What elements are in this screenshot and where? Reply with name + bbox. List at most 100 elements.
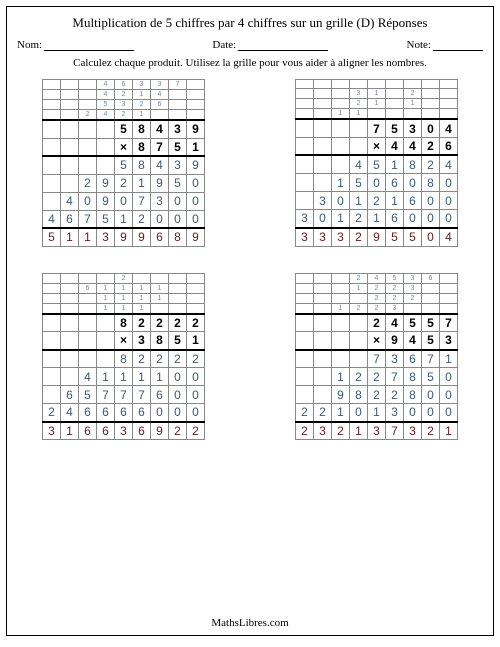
grid-cell [332, 283, 350, 293]
grid-cell [314, 303, 332, 314]
grid-cell: 6 [61, 386, 79, 404]
grid-cell: 8 [404, 368, 422, 386]
grid-cell: 4 [386, 314, 404, 332]
grid-cell: 2 [386, 283, 404, 293]
grid-cell: 1 [350, 109, 368, 120]
worksheet-page: Multiplication de 5 chiffres par 4 chiff… [6, 6, 494, 636]
grid-cell [169, 110, 187, 121]
grid-cell [43, 120, 61, 138]
grid-cell: 1 [350, 283, 368, 293]
grid-cell [332, 155, 350, 173]
grid-cell: 9 [151, 422, 169, 440]
grid-cell: 4 [404, 332, 422, 350]
grid-cell: 4 [440, 119, 458, 137]
grid-cell: 3 [169, 156, 187, 174]
grid-row: 5326 [43, 100, 205, 110]
grid-cell [169, 293, 187, 303]
grid-cell: 7 [151, 138, 169, 156]
grid-cell [440, 89, 458, 99]
grid-cell: 5 [422, 368, 440, 386]
grid-cell [350, 350, 368, 368]
grid-cell: 1 [151, 368, 169, 386]
grid-cell: 1 [332, 210, 350, 228]
date-field: Date: [212, 39, 328, 51]
grid-row: 30121600 [296, 192, 458, 210]
grid-cell: 4 [97, 80, 115, 90]
grid-cell: 0 [368, 173, 386, 191]
grid-cell [43, 293, 61, 303]
grid-cell: 2 [422, 422, 440, 440]
grid-cell: 4 [61, 404, 79, 422]
note-blank [433, 39, 483, 51]
grid-cell: 2 [350, 273, 368, 283]
grid-cell: 9 [133, 228, 151, 246]
page-title: Multiplication de 5 chiffres par 4 chiff… [17, 15, 483, 31]
grid-cell [97, 156, 115, 174]
grid-cell: 0 [115, 192, 133, 210]
grid-cell [151, 110, 169, 121]
grid-cell: 3 [115, 422, 133, 440]
grid-cell [61, 120, 79, 138]
grid-cell [332, 314, 350, 332]
grid-cell: 9 [151, 174, 169, 192]
grid-cell: 1 [115, 210, 133, 228]
grid-cell: 6 [151, 228, 169, 246]
grid-cell [61, 138, 79, 156]
grid-cell: 1 [368, 404, 386, 422]
grid-cell: 3 [151, 192, 169, 210]
grid-cell: 9 [97, 174, 115, 192]
grid-cell [332, 273, 350, 283]
grid-cell: 3 [440, 332, 458, 350]
grid-cell: 2 [169, 314, 187, 332]
grid-cell [43, 110, 61, 121]
multiplication-grid: 261111111111182222×385182222411110065777… [42, 273, 205, 441]
grid-row: 58439 [43, 156, 205, 174]
grid-cell: 2 [386, 293, 404, 303]
grid-cell: 8 [404, 155, 422, 173]
grid-cell [296, 386, 314, 404]
grid-cell [314, 109, 332, 120]
grid-cell: 1 [133, 283, 151, 293]
grid-cell [296, 283, 314, 293]
grid-cell [61, 100, 79, 110]
grid-cell [296, 368, 314, 386]
grid-cell: 9 [187, 228, 205, 246]
grid-cell [332, 119, 350, 137]
grid-cell: 7 [386, 368, 404, 386]
grid-cell [296, 155, 314, 173]
grid-cell [422, 80, 440, 89]
grid-cell [314, 386, 332, 404]
grid-row: 111 [43, 303, 205, 314]
grid-cell: 1 [368, 99, 386, 109]
grid-row: 451824 [296, 155, 458, 173]
grid-cell: 5 [43, 228, 61, 246]
grid-cell: 4 [440, 228, 458, 246]
grid-cell [187, 273, 205, 283]
grid-cell: 5 [115, 120, 133, 138]
grid-cell [422, 293, 440, 303]
grid-cell: 2 [133, 210, 151, 228]
grid-cell: 2 [386, 386, 404, 404]
grid-cell: 1 [115, 368, 133, 386]
grid-cell [314, 273, 332, 283]
grid-cell [422, 283, 440, 293]
grid-cell [332, 99, 350, 109]
grid-cell: 5 [404, 314, 422, 332]
grid-cell: 9 [332, 386, 350, 404]
grid-cell: 8 [115, 314, 133, 332]
grid-cell: 4 [440, 155, 458, 173]
grid-cell [187, 110, 205, 121]
grid-cell: 8 [133, 138, 151, 156]
grid-cell: 7 [169, 80, 187, 90]
grid-cell [187, 100, 205, 110]
grid-cell: 3 [386, 350, 404, 368]
grid-cell: 0 [350, 404, 368, 422]
grid-cell [386, 109, 404, 120]
grid-cell [296, 350, 314, 368]
grid-row: 467512000 [43, 210, 205, 228]
grid-cell [43, 386, 61, 404]
grid-cell [296, 137, 314, 155]
grid-cell: 1 [187, 332, 205, 350]
grid-cell [79, 156, 97, 174]
grid-cell [314, 293, 332, 303]
